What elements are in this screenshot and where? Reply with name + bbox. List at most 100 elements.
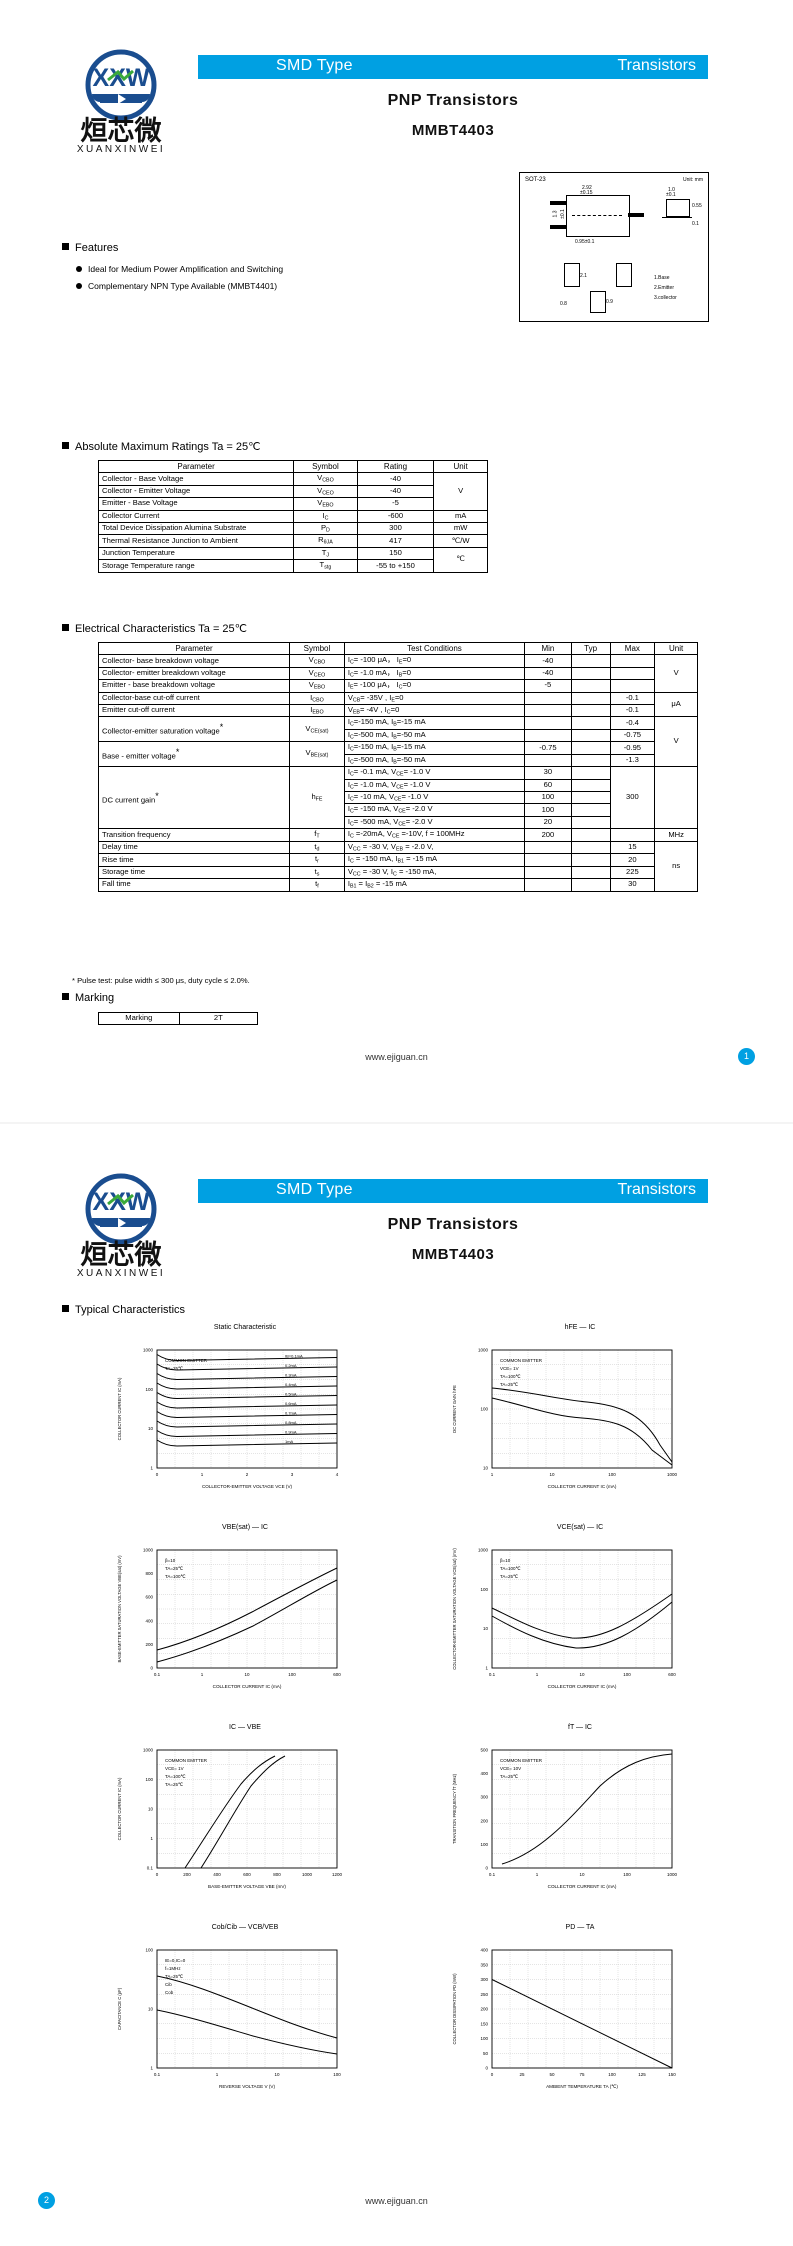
min-cell: -5 (524, 679, 572, 693)
table-row: Storage Temperature range Tstg -55 to +150 (97, 559, 488, 573)
svg-text:AMBIENT TEMPERATURE TA (℃): AMBIENT TEMPERATURE TA (℃) (546, 2084, 618, 2089)
test-condition-cell: IC= -1.0 mA, VCE= -1.0 V (343, 778, 526, 793)
svg-text:1000: 1000 (478, 1348, 489, 1353)
parameter-cell: Collector-base cut-off current (97, 691, 291, 705)
svg-text:0.9mA: 0.9mA (285, 1430, 297, 1435)
min-cell: 30 (524, 766, 572, 780)
svg-text:1000: 1000 (143, 1548, 154, 1553)
typical-characteristics-charts: Static Characteristic 0 1 2 3 4 1 10 100 1000 COMM… (0, 1324, 793, 2144)
unit-cell: μA (654, 691, 698, 718)
test-condition-cell: IB1 = IB2 = -15 mA (343, 878, 526, 892)
table-row: Storage time ts VCC = -30 V, IC = -150 mA,… (97, 865, 698, 880)
min-cell: -0.75 (524, 741, 572, 755)
svg-text:1: 1 (491, 1472, 494, 1477)
svg-text:0.1: 0.1 (154, 1672, 161, 1677)
svg-text:10: 10 (274, 2072, 280, 2077)
svg-text:150: 150 (480, 2021, 488, 2026)
typical-heading-label: Typical Characteristics (75, 1304, 186, 1316)
svg-text:50: 50 (549, 2072, 555, 2077)
parameter-cell: Rise time (97, 853, 291, 867)
table-row: Marking 2T (98, 1012, 259, 1025)
elec-heading-label: Electrical Characteristics Ta = 25℃ (75, 623, 248, 635)
min-cell: -40 (524, 654, 572, 668)
svg-text:100: 100 (145, 1948, 153, 1953)
test-condition-cell: VEB= -4V , IC=0 (343, 703, 526, 718)
svg-text:XUANXINWEI: XUANXINWEI (77, 1268, 165, 1279)
svg-text:Cib: Cib (165, 1982, 172, 1987)
elec-heading: Electrical Characteristics Ta = 25℃ (62, 622, 247, 635)
symbol-cell: tf (289, 878, 345, 892)
typ-cell (570, 840, 611, 855)
bullet-square-icon (62, 442, 69, 449)
test-condition-cell: IC= -0.1 mA, VCE= -1.0 V (343, 766, 526, 780)
svg-text:COLLECTOR DISSIPATION PD (m: COLLECTOR DISSIPATION PD (mW) (452, 1973, 457, 2045)
rating-cell: -5 (356, 497, 435, 511)
package-unit-note: Unit: mm (683, 177, 703, 183)
max-cell (609, 666, 656, 681)
footer-url-1[interactable]: www.ejiguan.cn (365, 1052, 428, 1062)
table-row: Total Device Dissipation Alumina Substra… (97, 521, 488, 536)
unit-cell: V (654, 654, 698, 693)
max-cell: 30 (609, 878, 656, 892)
parameter-cell: Collector - Emitter Voltage (97, 484, 295, 499)
rating-cell: 417 (356, 534, 435, 548)
test-condition-cell: VCB= -35V , IE=0 (343, 691, 526, 705)
typ-cell (570, 728, 611, 743)
package-centerline (572, 215, 622, 216)
svg-text:1: 1 (201, 1472, 204, 1477)
test-condition-cell: IC= -100 μA， IE=0 (343, 654, 526, 668)
column-header: Max (609, 641, 656, 656)
feature-item-0-label: Ideal for Medium Power Amplification and… (88, 264, 284, 274)
svg-text:COLLECTOR CURRENT IC (mA): COLLECTOR CURRENT IC (mA) (117, 1777, 122, 1840)
table-row: Collector - Emitter Voltage VCEO -40 (97, 484, 488, 499)
column-header: Symbol (293, 459, 358, 474)
min-cell (524, 753, 572, 768)
rating-cell: -40 (356, 484, 435, 499)
min-cell (524, 691, 572, 705)
symbol-cell: ICBO (289, 691, 345, 705)
test-condition-cell: VCC = -30 V, VEB = -2.0 V, (343, 840, 526, 855)
svg-text:0.1: 0.1 (154, 2072, 161, 2077)
svg-text:COLLECTOR-EMITTER VOLTAGE VC: COLLECTOR-EMITTER VOLTAGE VCE (V) (202, 1484, 293, 1489)
max-cell: -0.4 (609, 716, 656, 730)
svg-text:TA=100℃: TA=100℃ (500, 1566, 522, 1571)
svg-text:1000: 1000 (478, 1548, 489, 1553)
package-outline-drawing: SOT-23 Unit: mm 2.92 ±0.15 1.3 ±0.1 0.95… (519, 172, 709, 322)
package-dim-r3: 0.55 (692, 203, 702, 209)
header-badge: SMD Type Transistors (198, 55, 708, 79)
company-logo: XXW 烜芯微 XUANXINWEI (62, 1172, 180, 1280)
unit-cell: ℃ (433, 546, 488, 573)
svg-text:1200: 1200 (332, 1872, 343, 1877)
chart-title: fT — IC (568, 1724, 592, 1731)
typical-heading: Typical Characteristics (62, 1304, 185, 1316)
max-cell: -1.3 (609, 753, 656, 768)
table-header-row: Parameter Symbol Test Conditions Min Typ Max U… (97, 641, 698, 656)
max-cell (609, 828, 656, 842)
bullet-dot-icon (76, 266, 82, 272)
test-condition-cell: IC=-500 mA, IB=-50 mA (343, 728, 526, 743)
svg-text:TA=25℃: TA=25℃ (500, 1574, 519, 1579)
package-lead (550, 201, 566, 205)
datasheet-page-2: XXW 烜芯微 XUANXINWEI SMD Type Transistors … (0, 1122, 793, 2246)
symbol-cell: VCBO (289, 654, 345, 668)
svg-text:β=10: β=10 (500, 1558, 511, 1563)
svg-text:50: 50 (483, 2051, 489, 2056)
svg-text:COLLECTOR CURRENT IC (mA): COLLECTOR CURRENT IC (mA) (548, 1684, 617, 1689)
svg-text:TRANSITION FREQUENCY fT (MH: TRANSITION FREQUENCY fT (MHz) (452, 1773, 457, 1844)
svg-text:TA=25℃: TA=25℃ (165, 1974, 184, 1979)
svg-text:0: 0 (491, 2072, 494, 2077)
bullet-dot-icon (76, 283, 82, 289)
page-number-2: 2 (38, 2192, 55, 2209)
svg-text:1mA: 1mA (285, 1439, 294, 1444)
svg-text:200: 200 (145, 1642, 153, 1647)
badge-right-label: Transistors (617, 1181, 696, 1198)
unit-cell: MHz (654, 828, 698, 842)
package-dim-r2: ±0.1 (666, 192, 676, 198)
svg-text:25: 25 (519, 2072, 525, 2077)
package-body-topview (566, 195, 630, 237)
table-row: Emitter - Base Voltage VEBO -5 (97, 497, 488, 511)
min-cell (524, 853, 572, 867)
footer-url-2[interactable]: www.ejiguan.cn (365, 2196, 428, 2206)
test-condition-cell: IC= -1.0 mA， IB=0 (343, 666, 526, 681)
